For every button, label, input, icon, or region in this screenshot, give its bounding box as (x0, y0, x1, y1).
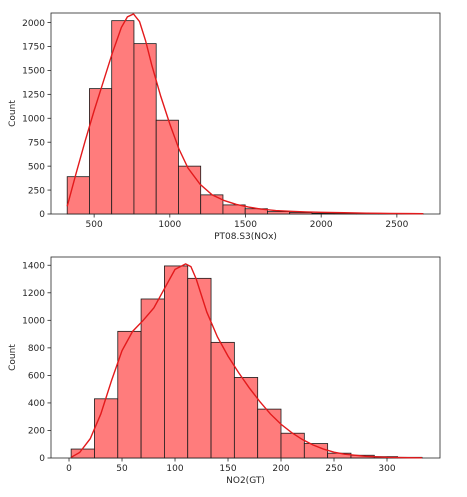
histogram-bar (267, 211, 291, 215)
y-tick-label: 1500 (22, 67, 45, 77)
x-axis-ticks: 0 50 100 150 200 250 300 (66, 458, 396, 474)
y-axis-label: Count (8, 100, 18, 127)
y-tick-label: 1400 (22, 261, 45, 271)
x-tick-label: 2000 (310, 220, 333, 230)
histogram-bar (178, 165, 202, 215)
x-tick-label: 1000 (158, 220, 181, 230)
histogram-bar (280, 432, 305, 459)
y-tick-label: 0 (39, 454, 45, 464)
x-tick-label: 250 (325, 464, 342, 474)
histogram-bar (257, 408, 282, 459)
x-tick-label: 150 (219, 464, 236, 474)
y-tick-label: 750 (28, 138, 45, 148)
x-axis-ticks: 500 1000 1500 2000 2500 (86, 214, 409, 230)
x-tick-label: 300 (378, 464, 395, 474)
x-tick-label: 0 (66, 464, 72, 474)
kde-curve (70, 263, 422, 459)
histogram-bar (94, 398, 119, 459)
y-tick-label: 250 (28, 186, 45, 196)
x-tick-label: 1500 (234, 220, 257, 230)
histogram-panel-bottom: 0 50 100 150 200 250 300 0 200 400 600 800 1000 1200… (8, 256, 441, 486)
histogram-bar (140, 298, 165, 459)
x-axis-label: NO2(GT) (226, 476, 265, 486)
histogram-bar (233, 377, 259, 459)
histogram-bar (187, 277, 212, 459)
y-tick-label: 200 (28, 427, 45, 437)
x-tick-label: 100 (166, 464, 183, 474)
histogram-bar (70, 448, 95, 459)
y-axis-label: Count (8, 344, 18, 371)
histogram-bar (311, 212, 335, 215)
x-tick-label: 500 (86, 220, 103, 230)
histogram-bar (164, 265, 189, 459)
y-tick-label: 1000 (22, 317, 45, 327)
histogram-bar (89, 88, 113, 215)
x-tick-label: 50 (116, 464, 128, 474)
histogram-bar (117, 330, 142, 459)
histogram-bar (289, 212, 313, 215)
y-tick-label: 600 (28, 372, 45, 382)
y-tick-label: 1200 (22, 289, 45, 299)
y-axis-ticks: 0 200 400 600 800 1000 1200 1400 (22, 261, 51, 464)
y-tick-label: 2000 (22, 19, 45, 29)
y-tick-label: 0 (39, 210, 45, 220)
y-axis-ticks: 0 250 500 750 1000 1250 1500 1750 2000 (22, 19, 51, 220)
y-tick-label: 400 (28, 399, 45, 409)
x-tick-label: 200 (272, 464, 289, 474)
y-tick-label: 500 (28, 162, 45, 172)
histogram-bars (66, 20, 424, 215)
x-tick-label: 2500 (385, 220, 408, 230)
histogram-bar (155, 119, 179, 215)
x-axis-label: PT08.S3(NOx) (214, 232, 277, 242)
histogram-bar (111, 20, 135, 215)
y-tick-label: 1250 (22, 91, 45, 101)
histogram-panel-top: 500 1000 1500 2000 2500 0 250 500 750 1000 1250 15… (8, 12, 441, 242)
y-tick-label: 800 (28, 344, 45, 354)
y-tick-label: 1000 (22, 114, 45, 124)
kde-curve (66, 13, 424, 215)
y-tick-label: 1750 (22, 43, 45, 53)
histogram-bars (70, 265, 423, 459)
